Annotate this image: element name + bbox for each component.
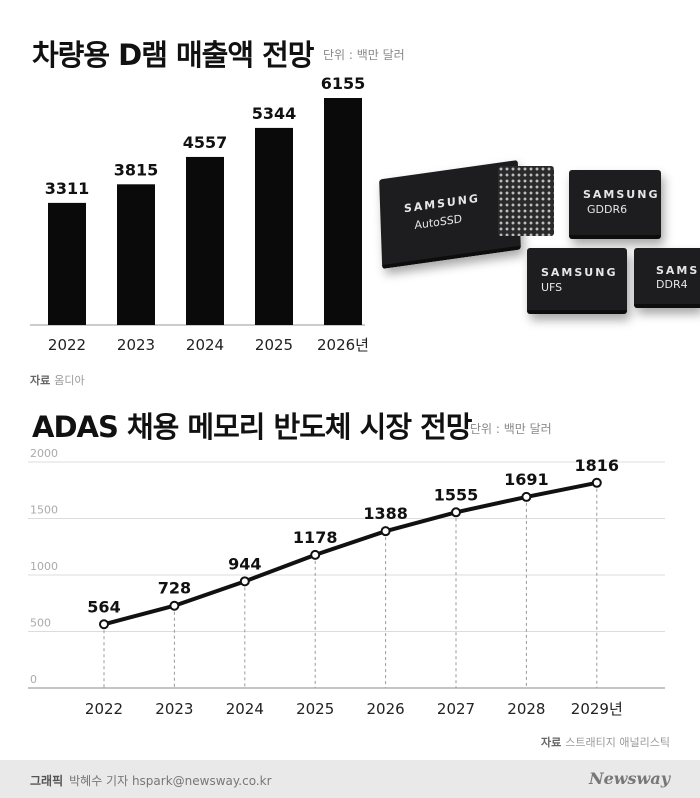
- footer-bar: 그래픽 박혜수 기자 hspark@newsway.co.kr Newsway: [0, 760, 700, 798]
- y-tick-label: 500: [30, 617, 51, 630]
- point-2026: [380, 526, 391, 537]
- bar-value-label: 3311: [45, 179, 90, 198]
- bar-value-label: 4557: [183, 133, 228, 152]
- bar-source-text: 옴디아: [54, 374, 85, 387]
- chip-pins: [498, 166, 554, 236]
- y-tick-label: 1000: [30, 560, 58, 573]
- bar-source-label: 자료: [30, 374, 51, 387]
- chip-gddr6: SAMSUNG GDDR6: [569, 170, 661, 239]
- credit-label: 그래픽: [30, 774, 64, 788]
- line-chart-unit: 단위 : 백만 달러: [470, 422, 552, 436]
- point-2022: [99, 619, 109, 630]
- memory-chips-image: SAMSUNG AutoSSD SAMSUNG GDDR6 SAMSUNG UF…: [376, 150, 700, 325]
- chip-ddr4: SAMSUNG DDR4: [634, 248, 700, 308]
- bar-2023: [117, 184, 155, 325]
- chip-ufs: SAMSUNG UFS: [527, 248, 627, 314]
- bar-tick-label: 2024: [186, 336, 224, 354]
- bar-2025: [255, 127, 293, 325]
- point-value-label: 1555: [434, 485, 479, 504]
- bar-value-label: 6155: [321, 74, 366, 93]
- line-tick-label: 2028: [507, 700, 545, 718]
- chip-model: UFS: [541, 281, 563, 294]
- bar-chart-unit: 단위 : 백만 달러: [323, 48, 405, 62]
- bar-value-label: 3815: [114, 160, 159, 179]
- chip-brand: SAMSUNG: [403, 191, 480, 216]
- point-value-label: 1388: [363, 504, 408, 523]
- chip-brand: SAMSUNG: [583, 188, 660, 201]
- bar-2022: [48, 202, 86, 325]
- series-line: [103, 480, 598, 627]
- y-tick-label: 0: [30, 673, 37, 686]
- chip-brand: SAMSUNG: [541, 266, 618, 279]
- line-tick-label: 2025: [296, 700, 334, 718]
- chip-model: DDR4: [656, 278, 688, 291]
- chip-brand: SAMSUNG: [656, 264, 700, 277]
- bar-value-label: 5344: [252, 104, 297, 123]
- point-value-label: 1691: [504, 470, 549, 489]
- point-value-label: 1816: [575, 456, 620, 475]
- point-2023: [169, 600, 180, 611]
- credit-text: 박혜수 기자 hspark@newsway.co.kr: [69, 774, 272, 788]
- line-source-text: 스트래티지 애널리스틱: [565, 736, 670, 749]
- point-value-label: 728: [158, 579, 191, 598]
- bar-2026년: [324, 98, 362, 325]
- bar-chart: 3311 2022 3815 2023 4557 2024 5344 2025 6155 2026…: [30, 74, 369, 354]
- point-value-label: 564: [87, 597, 120, 616]
- bar-chart-title: 차량용 D램 매출액 전망: [32, 38, 314, 72]
- line-chart-source: 자료 스트래티지 애널리스틱: [541, 734, 670, 750]
- point-2028: [521, 491, 532, 502]
- point-2025: [310, 549, 321, 560]
- y-tick-label: 1500: [30, 504, 58, 517]
- chip-model: AutoSSD: [414, 212, 463, 233]
- point-2027: [451, 507, 461, 518]
- line-tick-label: 2029년: [571, 700, 623, 718]
- line-tick-label: 2027: [437, 700, 475, 718]
- bar-tick-label: 2026년: [317, 336, 369, 354]
- graphic-credit: 그래픽 박혜수 기자 hspark@newsway.co.kr: [30, 772, 272, 789]
- point-2024: [239, 576, 250, 587]
- point-value-label: 1178: [293, 528, 338, 547]
- point-value-label: 944: [228, 554, 261, 573]
- bar-tick-label: 2022: [48, 336, 86, 354]
- bar-tick-label: 2023: [117, 336, 155, 354]
- bar-chart-source: 자료 옴디아: [30, 372, 85, 388]
- line-tick-label: 2023: [155, 700, 193, 718]
- line-tick-label: 2026: [367, 700, 405, 718]
- line-tick-label: 2022: [85, 700, 123, 718]
- line-chart-title: ADAS 채용 메모리 반도체 시장 전망: [32, 410, 472, 444]
- y-tick-label: 2000: [30, 447, 58, 460]
- line-source-label: 자료: [541, 736, 562, 749]
- chip-model: GDDR6: [587, 203, 628, 216]
- bar-tick-label: 2025: [255, 336, 293, 354]
- line-tick-label: 2024: [226, 700, 264, 718]
- newsway-logo: Newsway: [588, 769, 670, 788]
- line-chart: 0 500 1000 1500 2000 564 2022 728 2023 944 2024 11…: [28, 447, 665, 718]
- bar-2024: [186, 156, 224, 325]
- point-2029년: [591, 477, 602, 488]
